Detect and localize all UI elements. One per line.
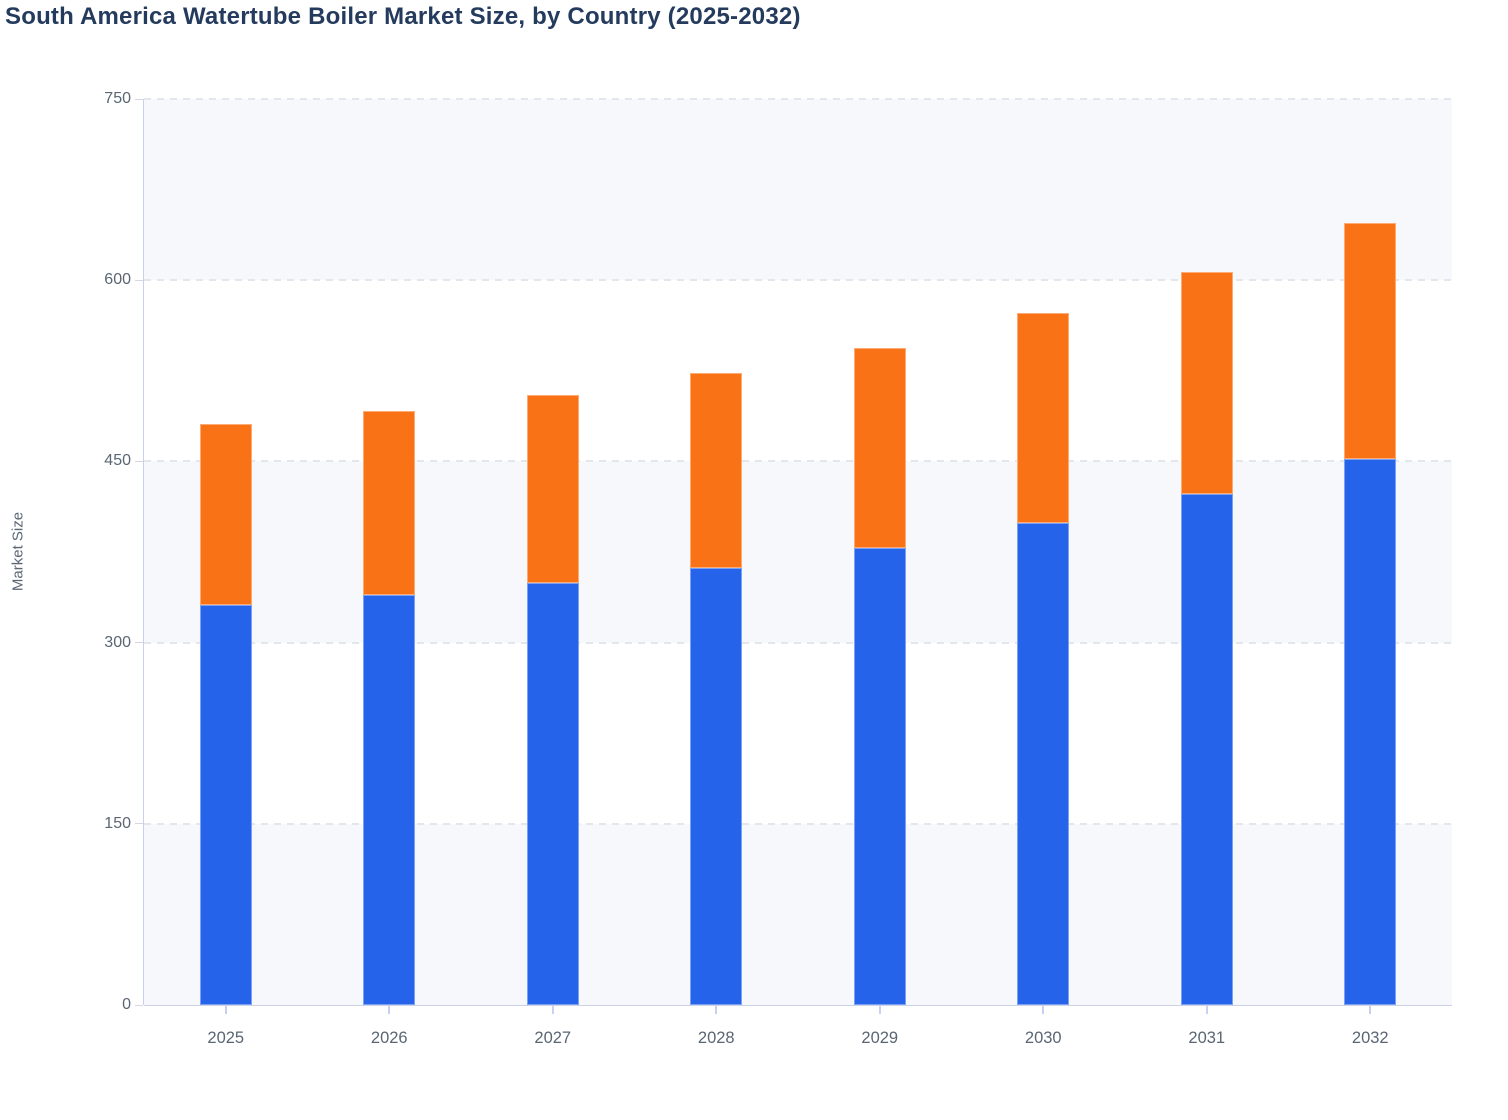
x-axis-label-2028: 2028 [697, 1029, 735, 1047]
x-axis-tick-2031 [1205, 1006, 1208, 1014]
chart-title: South America Watertube Boiler Market Si… [5, 3, 801, 30]
bar-2025-blue[interactable] [199, 605, 252, 1005]
bar-2032-blue[interactable] [1344, 458, 1397, 1005]
bar-2027-orange[interactable] [526, 394, 579, 584]
x-axis-label-2025: 2025 [207, 1029, 245, 1047]
gridline-450 [144, 460, 1452, 463]
plot-band [144, 642, 1452, 824]
x-axis-tick-2028 [715, 1006, 718, 1014]
bar-2026-blue[interactable] [363, 595, 416, 1005]
bar-2029-orange[interactable] [853, 347, 906, 549]
x-axis-label-2026: 2026 [370, 1029, 408, 1047]
bar-2032-orange[interactable] [1344, 223, 1397, 459]
bar-2030-blue[interactable] [1017, 523, 1070, 1005]
bar-2031-orange[interactable] [1180, 271, 1233, 494]
x-axis-label-2032: 2032 [1351, 1029, 1389, 1047]
x-axis-tick-2029 [878, 1006, 881, 1014]
y-axis-tick-750 [135, 98, 143, 100]
plot-band [144, 99, 1452, 281]
bar-2025-orange[interactable] [199, 423, 252, 606]
bar-2026-orange[interactable] [363, 410, 416, 596]
plot-band [144, 280, 1452, 462]
y-axis-tick-300 [135, 642, 143, 644]
x-axis-label-2030: 2030 [1024, 1029, 1062, 1047]
gridline-750 [144, 98, 1452, 100]
bar-2028-orange[interactable] [690, 373, 743, 568]
y-axis-tick-label-0: 0 [122, 996, 131, 1013]
y-axis-tick-600 [135, 279, 143, 281]
y-axis-tick-label-150: 150 [104, 814, 131, 832]
y-axis-tick-450 [135, 460, 143, 462]
x-axis-tick-2025 [224, 1006, 227, 1014]
y-axis-tick-0 [135, 1004, 143, 1006]
x-axis-tick-2027 [551, 1006, 554, 1014]
y-axis-tick-150 [135, 823, 143, 825]
y-axis-line [143, 99, 144, 1005]
x-axis-tick-2030 [1042, 1006, 1045, 1014]
gridline-300 [144, 641, 1452, 644]
plot-band [144, 461, 1452, 643]
gridline-150 [144, 822, 1452, 825]
plot-area [143, 98, 1452, 1006]
bar-2028-blue[interactable] [690, 567, 743, 1005]
bar-2031-blue[interactable] [1180, 494, 1233, 1005]
y-axis-tick-label-450: 450 [104, 452, 131, 470]
x-axis-tick-2026 [388, 1006, 391, 1014]
plot-band [144, 823, 1452, 1005]
y-axis-title: Market Size [9, 511, 27, 592]
x-axis-tick-2032 [1369, 1006, 1372, 1014]
gridline-600 [144, 279, 1452, 282]
y-axis-tick-label-750: 750 [104, 90, 131, 107]
bar-2027-blue[interactable] [526, 583, 579, 1005]
x-axis-label-2027: 2027 [534, 1029, 572, 1047]
bar-2030-orange[interactable] [1017, 312, 1070, 523]
y-axis-tick-label-600: 600 [104, 271, 131, 289]
x-axis-baseline [144, 1005, 1452, 1006]
x-axis-label-2029: 2029 [861, 1029, 899, 1047]
bar-2029-blue[interactable] [853, 548, 906, 1005]
x-axis-label-2031: 2031 [1188, 1029, 1226, 1047]
y-axis-tick-label-300: 300 [104, 633, 131, 651]
